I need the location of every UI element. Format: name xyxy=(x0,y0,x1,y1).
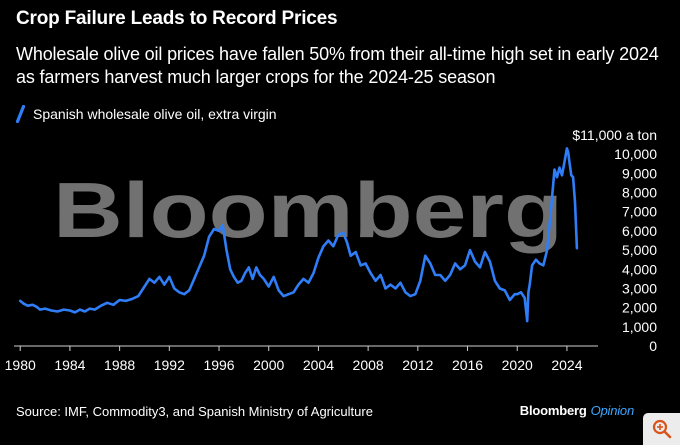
x-tick-label: 2020 xyxy=(502,357,533,373)
x-tick-label: 2016 xyxy=(452,357,483,373)
x-tick-label: 2004 xyxy=(303,357,334,373)
y-tick-label: 5,000 xyxy=(622,242,657,258)
legend: Spanish wholesale olive oil, extra virgi… xyxy=(16,104,277,124)
y-tick-label: $11,000 a ton xyxy=(572,127,657,143)
x-tick-label: 2024 xyxy=(551,357,582,373)
source-note: Source: IMF, Commodity3, and Spanish Min… xyxy=(16,404,373,419)
y-tick-label: 0 xyxy=(649,338,657,354)
x-tick-label: 1984 xyxy=(54,357,85,373)
x-tick-label: 2000 xyxy=(253,357,284,373)
legend-swatch-icon xyxy=(16,105,25,123)
y-tick-label: 7,000 xyxy=(622,204,657,220)
y-tick-label: 1,000 xyxy=(622,319,657,335)
y-tick-label: 3,000 xyxy=(622,280,657,296)
brand-section: Opinion xyxy=(590,403,635,418)
chart-title: Crop Failure Leads to Record Prices xyxy=(16,8,338,29)
brand-logo: Bloomberg Opinion xyxy=(520,403,634,419)
y-tick-label: 8,000 xyxy=(622,185,657,201)
x-tick-label: 2008 xyxy=(353,357,384,373)
y-tick-label: 10,000 xyxy=(614,146,657,162)
x-tick-label: 1980 xyxy=(5,357,36,373)
x-tick-label: 1996 xyxy=(203,357,234,373)
bloomberg-watermark: Bloomberg xyxy=(53,166,563,254)
chart-subtitle: Wholesale olive oil prices have fallen 5… xyxy=(16,44,659,87)
series-line xyxy=(18,147,579,323)
y-tick-label: 2,000 xyxy=(622,300,657,316)
zoom-magnifier-icon xyxy=(652,419,671,439)
zoom-button[interactable] xyxy=(643,413,680,445)
brand-name: Bloomberg xyxy=(519,403,587,418)
y-tick-label: 9,000 xyxy=(622,165,657,181)
x-tick-label: 1992 xyxy=(154,357,185,373)
y-tick-label: 6,000 xyxy=(622,223,657,239)
x-tick-label: 2012 xyxy=(402,357,433,373)
y-tick-label: 4,000 xyxy=(622,261,657,277)
x-tick-label: 1988 xyxy=(104,357,135,373)
legend-label: Spanish wholesale olive oil, extra virgi… xyxy=(33,106,277,122)
